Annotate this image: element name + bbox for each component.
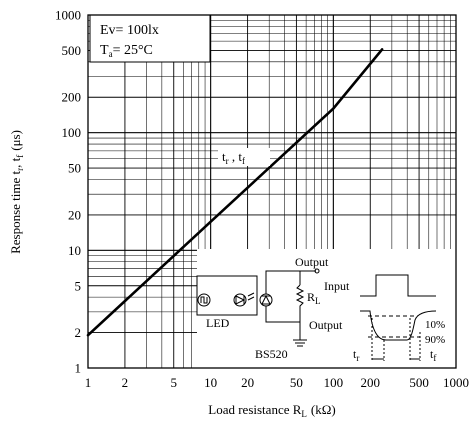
conditions-box: Ev= 100lx Ta= 25°C [89, 14, 211, 63]
y-tick-label: 5 [75, 278, 82, 293]
y-title-main: Response time t [8, 170, 23, 253]
y-axis-title: Response time tr, tf (μs) [8, 130, 25, 254]
x-tick-label: 10 [204, 375, 217, 390]
inset-diagram: Output RL LED BS520 Input Output 10% 90%… [196, 249, 456, 368]
tr-sub: r [356, 353, 359, 363]
light-arrows [247, 292, 255, 301]
y-title-unit: (μs) [8, 130, 23, 151]
tr-main: t [353, 347, 357, 361]
ta-sub: a [109, 49, 113, 59]
ninety-percent-label: 90% [425, 334, 445, 346]
series-label: tr , tf [222, 149, 245, 166]
output-terminal [314, 268, 320, 274]
wire-bottom [265, 306, 300, 323]
led-label: LED [206, 316, 230, 330]
y-tick-label: 1000 [55, 8, 81, 23]
conditions-frame [89, 14, 211, 63]
y-tick-label: 20 [68, 207, 81, 222]
timing-markers [371, 318, 421, 361]
y-tick-label: 10 [68, 243, 81, 258]
rl-sub: L [315, 296, 321, 306]
x-tick-label: 50 [290, 375, 303, 390]
y-tick-label: 1 [75, 361, 82, 376]
x-tick-label: 1000 [443, 375, 469, 390]
y-title-sub1: r [15, 168, 25, 171]
model-label: BS520 [255, 347, 288, 361]
series-label-backing [218, 148, 270, 166]
led-diode-symbol [235, 295, 246, 305]
x-tick-label: 20 [241, 375, 254, 390]
inset-background [197, 249, 456, 368]
y-tick-labels: 1 2 5 10 20 50 100 200 500 1000 [55, 8, 81, 376]
series-label-r: r [226, 156, 229, 166]
x-axis-title: Load resistance RL (kΩ) [208, 402, 335, 419]
y-title-mid: , t [8, 157, 23, 168]
y-tick-label: 2 [75, 325, 82, 340]
load-resistor-label: RL [307, 290, 321, 306]
series-line-tr-tf [86, 48, 384, 337]
pulse-source-icon [197, 293, 211, 307]
plot-border [87, 14, 457, 369]
x-title-sub: L [301, 409, 307, 419]
photodiode-symbol [261, 294, 271, 305]
input-waveform [360, 274, 436, 297]
rl-main: R [307, 290, 315, 304]
ten-percent-label: 10% [425, 319, 445, 331]
y-title-sub2: f [15, 155, 25, 158]
x-tick-labels: 1 2 5 10 20 50 100 200 500 1000 [85, 375, 469, 390]
y-tick-label: 100 [62, 125, 82, 140]
x-tick-label: 500 [409, 375, 429, 390]
input-label: Input [324, 279, 350, 293]
y-tick-label: 500 [62, 43, 82, 58]
fall-time-label: tf [430, 347, 436, 363]
y-tick-label: 50 [68, 161, 81, 176]
condition-illuminance: Ev= 100lx [100, 23, 159, 38]
rise-time-label: tr [353, 347, 359, 363]
tf-main: t [430, 347, 434, 361]
x-tick-label: 2 [122, 375, 129, 390]
x-title-main: Load resistance R [208, 402, 301, 417]
condition-temperature: Ta= 25°C [100, 43, 153, 59]
ground-icon [293, 339, 307, 347]
ta-value: = 25°C [113, 43, 153, 58]
y-tick-label: 200 [62, 90, 82, 105]
output-top-label: Output [295, 255, 329, 269]
series-label-f: f [242, 156, 245, 166]
load-resistor-icon [295, 284, 305, 340]
series-label-sep: , t [229, 149, 243, 164]
x-tick-label: 200 [361, 375, 381, 390]
pulse-symbol [200, 296, 208, 304]
led-frame [196, 275, 258, 316]
led-icon [233, 293, 247, 307]
ta-main: T [100, 43, 109, 58]
tf-sub: f [433, 353, 436, 363]
x-tick-label: 1 [85, 375, 92, 390]
x-tick-label: 100 [324, 375, 344, 390]
output-waveform [360, 310, 437, 341]
x-title-unit: (kΩ) [311, 402, 336, 417]
series-label-t1: t [222, 149, 226, 164]
x-tick-label: 5 [170, 375, 177, 390]
output-label: Output [309, 318, 343, 332]
wire-top [265, 270, 316, 294]
